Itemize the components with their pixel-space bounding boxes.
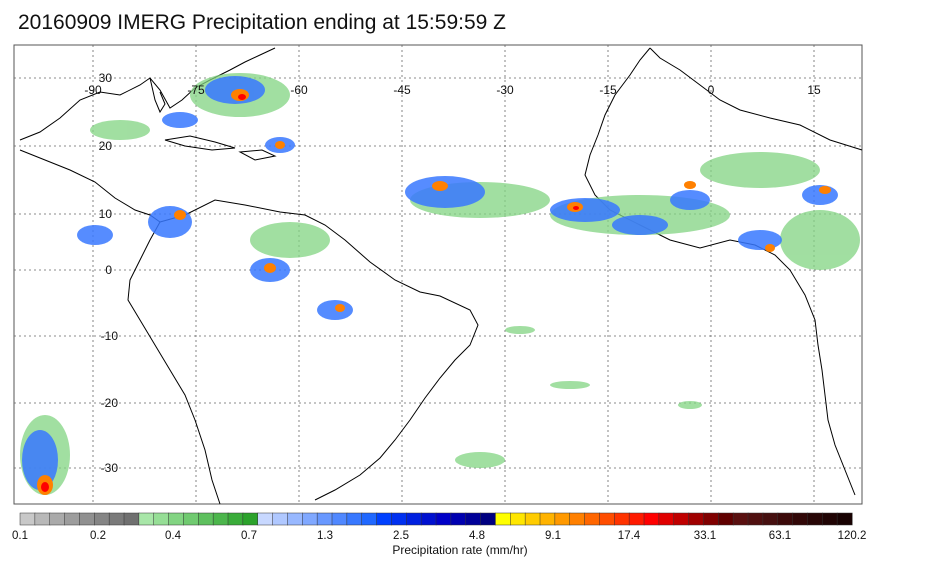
hispaniola-coastline — [238, 149, 277, 161]
colorbar-tick-label: 2.5 — [393, 530, 409, 542]
colorbar-swatch — [673, 512, 690, 526]
colorbar-swatch — [836, 512, 853, 526]
colorbar-swatch — [79, 512, 95, 526]
colorbar-swatch — [168, 512, 184, 526]
central-america-coastline — [19, 149, 161, 223]
colorbar-swatch — [376, 512, 392, 526]
colorbar-tick-label: 1.3 — [317, 530, 333, 542]
colorbar-swatch — [658, 512, 675, 526]
colorbar-tick-label: 17.4 — [617, 530, 641, 542]
precipitation-field — [20, 73, 860, 495]
cuba-coastline — [164, 135, 236, 151]
colorbar-swatch — [614, 512, 630, 526]
colorbar-swatch — [495, 512, 511, 526]
colorbar-swatch — [628, 512, 645, 526]
colorbar-swatch — [123, 512, 140, 526]
lat-label: -30 — [101, 461, 119, 475]
colorbar-swatch — [435, 512, 452, 526]
colorbar-swatch — [183, 512, 199, 526]
lon-label: -30 — [496, 83, 514, 97]
colorbar-tick-label: 0.1 — [12, 530, 28, 542]
colorbar-swatch — [569, 512, 586, 526]
colorbar-swatch — [822, 512, 838, 526]
colorbar-swatch — [19, 512, 36, 526]
colorbar-swatch — [287, 512, 303, 526]
colorbar-swatch — [316, 512, 333, 526]
colorbar-swatch — [450, 512, 467, 526]
colorbar-swatch — [198, 512, 214, 526]
lat-label: 30 — [99, 71, 113, 85]
colorbar-tick-label: 63.1 — [768, 530, 792, 542]
colorbar-swatch — [643, 512, 660, 526]
lon-label: -60 — [290, 83, 308, 97]
colorbar-tick-label: 120.2 — [837, 530, 867, 542]
north-america-coastline — [19, 47, 276, 141]
colorbar-tick-label: 0.2 — [90, 530, 106, 542]
colorbar-swatch — [272, 512, 288, 526]
colorbar-swatch — [718, 512, 734, 526]
colorbar-tick-label: 4.8 — [469, 530, 485, 542]
colorbar-swatch — [361, 512, 378, 526]
colorbar-swatch — [792, 512, 808, 526]
lat-label: -20 — [101, 396, 119, 410]
colorbar-swatch — [703, 512, 719, 526]
longitude-labels: -90 -75 -60 -45 -30 -15 0 15 — [84, 83, 821, 97]
lat-label: 10 — [99, 207, 113, 221]
south-america-coastline — [127, 199, 479, 505]
florida-coastline — [149, 77, 166, 114]
colorbar-swatch — [108, 512, 125, 526]
colorbar-swatch — [212, 512, 229, 526]
colorbar-swatch — [331, 512, 348, 526]
colorbar-tick-label: 0.7 — [241, 530, 257, 542]
colorbar-swatch — [732, 512, 749, 526]
lon-label: -75 — [187, 83, 205, 97]
colorbar-swatch — [138, 512, 155, 526]
lat-label: -10 — [101, 329, 119, 343]
colorbar-swatch — [539, 512, 556, 526]
colorbar-tick-label: 0.4 — [165, 530, 181, 542]
colorbar — [19, 512, 853, 526]
colorbar-swatch — [227, 512, 244, 526]
colorbar-title: Precipitation rate (mm/hr) — [392, 543, 528, 557]
colorbar-swatch — [49, 512, 66, 526]
colorbar-swatch — [346, 512, 363, 526]
colorbar-swatch — [391, 512, 407, 526]
colorbar-swatch — [64, 512, 80, 526]
map-title: 20160909 IMERG Precipitation ending at 1… — [18, 11, 506, 34]
latitude-labels: 30 20 10 0 -10 -20 -30 — [99, 71, 119, 475]
lon-label: 15 — [807, 83, 821, 97]
lat-label: 20 — [99, 139, 113, 153]
colorbar-swatch — [420, 512, 437, 526]
lon-label: -15 — [599, 83, 617, 97]
lon-label: 0 — [708, 83, 715, 97]
colorbar-swatch — [257, 512, 274, 526]
colorbar-swatch — [34, 512, 51, 526]
colorbar-swatch — [465, 512, 482, 526]
colorbar-swatch — [406, 512, 422, 526]
colorbar-swatch — [510, 512, 526, 526]
colorbar-swatch — [599, 512, 615, 526]
colorbar-tick-label: 33.1 — [693, 530, 717, 542]
colorbar-swatch — [524, 512, 541, 526]
colorbar-swatch — [554, 512, 571, 526]
colorbar-swatch — [153, 512, 170, 526]
colorbar-swatch — [762, 512, 779, 526]
colorbar-tick-label: 9.1 — [545, 530, 561, 542]
colorbar-swatch — [242, 512, 259, 526]
colorbar-swatch — [807, 512, 823, 526]
lat-label: 0 — [105, 263, 112, 277]
colorbar-swatch — [94, 512, 110, 526]
colorbar-swatch — [777, 512, 794, 526]
lon-label: -45 — [393, 83, 411, 97]
lon-label: -90 — [84, 83, 102, 97]
colorbar-swatch — [480, 512, 496, 526]
colorbar-swatch — [302, 512, 318, 526]
colorbar-swatch — [747, 512, 764, 526]
colorbar-swatch — [584, 512, 600, 526]
coastlines — [19, 47, 863, 505]
map-frame — [13, 44, 863, 505]
colorbar-swatch — [688, 512, 704, 526]
africa-coastline — [584, 47, 863, 496]
